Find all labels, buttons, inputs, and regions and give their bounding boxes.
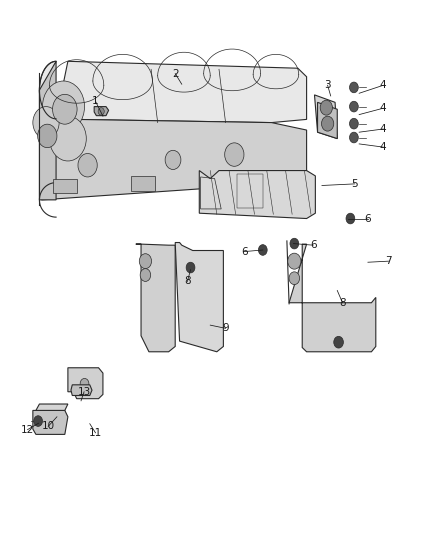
- Circle shape: [320, 100, 332, 115]
- Text: 4: 4: [380, 80, 387, 90]
- Text: 1: 1: [92, 96, 99, 106]
- Circle shape: [321, 116, 334, 131]
- Polygon shape: [94, 107, 109, 116]
- Circle shape: [49, 116, 86, 161]
- Circle shape: [288, 253, 301, 269]
- Text: 4: 4: [380, 142, 387, 152]
- Polygon shape: [36, 404, 68, 410]
- Circle shape: [53, 94, 77, 124]
- Text: 4: 4: [380, 124, 387, 134]
- Circle shape: [80, 378, 89, 389]
- Circle shape: [98, 108, 104, 115]
- Circle shape: [350, 101, 358, 112]
- Circle shape: [186, 262, 195, 273]
- Text: 6: 6: [241, 247, 248, 256]
- Polygon shape: [42, 119, 307, 200]
- Circle shape: [140, 269, 151, 281]
- Polygon shape: [53, 179, 77, 193]
- Text: 13: 13: [78, 387, 91, 397]
- Text: 4: 4: [380, 103, 387, 113]
- Polygon shape: [199, 171, 315, 219]
- Circle shape: [346, 213, 355, 224]
- Text: 10: 10: [42, 422, 55, 431]
- Polygon shape: [318, 102, 337, 139]
- Text: 9: 9: [222, 324, 229, 333]
- Text: 2: 2: [172, 69, 179, 78]
- Polygon shape: [33, 410, 68, 434]
- Polygon shape: [131, 176, 155, 191]
- Text: 5: 5: [351, 179, 358, 189]
- Circle shape: [289, 272, 300, 285]
- Polygon shape: [314, 95, 337, 139]
- Circle shape: [78, 154, 97, 177]
- Circle shape: [165, 150, 181, 169]
- Circle shape: [258, 245, 267, 255]
- Circle shape: [350, 82, 358, 93]
- Text: 6: 6: [364, 214, 371, 223]
- Circle shape: [350, 132, 358, 143]
- Circle shape: [42, 81, 85, 132]
- Circle shape: [33, 107, 59, 139]
- Circle shape: [34, 416, 42, 426]
- Polygon shape: [136, 244, 175, 352]
- Text: 7: 7: [385, 256, 392, 266]
- Text: 3: 3: [324, 80, 331, 90]
- Polygon shape: [39, 61, 307, 123]
- Circle shape: [290, 238, 299, 249]
- Circle shape: [139, 254, 152, 269]
- Polygon shape: [175, 243, 223, 352]
- Text: 6: 6: [310, 240, 317, 250]
- Circle shape: [350, 118, 358, 129]
- Polygon shape: [68, 368, 103, 399]
- Text: 8: 8: [184, 277, 191, 286]
- Text: 11: 11: [89, 428, 102, 438]
- Circle shape: [38, 124, 57, 148]
- Polygon shape: [71, 385, 92, 395]
- Circle shape: [225, 143, 244, 166]
- Polygon shape: [39, 61, 56, 200]
- Text: 8: 8: [339, 298, 346, 308]
- Polygon shape: [289, 244, 376, 352]
- Text: 12: 12: [21, 425, 34, 434]
- Circle shape: [334, 336, 343, 348]
